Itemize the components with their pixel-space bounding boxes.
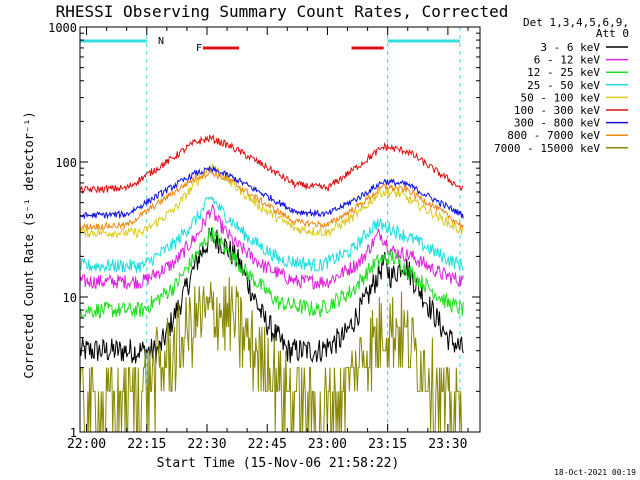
series-line-300-800-kev (79, 164, 464, 220)
y-tick-label: 1000 (48, 21, 77, 35)
series-line-3-6-kev (79, 227, 464, 364)
series-line-12-25-kev (79, 227, 464, 320)
legend-entry-label: 6 - 12 keV (534, 54, 601, 67)
legend-entry-label: 25 - 50 keV (527, 79, 600, 92)
series-line-800-7000-kev (79, 168, 464, 232)
series-lines (79, 134, 464, 433)
legend-entry-label: 7000 - 15000 keV (494, 142, 600, 155)
legend-entry-label: 50 - 100 keV (521, 91, 601, 104)
legend-entry-label: 3 - 6 keV (540, 41, 600, 54)
series-line-6-12-kev (79, 204, 464, 291)
y-tick-label: 100 (55, 156, 77, 170)
x-tick-label: 22:15 (127, 437, 166, 452)
x-axis: 22:00 22:15 22:30 22:45 23:00 23:15 23:30 (67, 27, 469, 452)
legend-entry-label: 800 - 7000 keV (507, 129, 600, 142)
night-flag-label: N (158, 36, 164, 47)
x-tick-label: 23:00 (308, 437, 347, 452)
flag-markers: N F (158, 36, 384, 54)
legend-header-line-2: Att 0 (596, 27, 629, 40)
y-axis: 1 10 100 1000 (48, 21, 480, 440)
x-tick-label: 22:00 (67, 437, 106, 452)
x-tick-label: 22:30 (187, 437, 226, 452)
flare-flag-label: F (196, 43, 202, 54)
y-axis-label: Corrected Count Rate (s⁻¹ detector⁻¹) (22, 111, 36, 378)
chart-title: RHESSI Observing Summary Count Rates, Co… (56, 2, 509, 21)
series-line-7000-15000-kev (79, 277, 464, 433)
x-tick-label: 22:45 (248, 437, 287, 452)
legend-entry-label: 300 - 800 keV (514, 117, 600, 130)
legend-entry-label: 12 - 25 keV (527, 66, 600, 79)
plot-frame (79, 26, 481, 433)
footer-timestamp: 18-Oct-2021 00:19 (554, 468, 636, 477)
x-tick-label: 23:15 (368, 437, 407, 452)
series-line-100-300-kev (79, 134, 464, 195)
series-line-25-50-kev (79, 195, 464, 274)
legend-entry-label: 100 - 300 keV (514, 104, 600, 117)
x-tick-label: 23:30 (428, 437, 467, 452)
y-tick-label: 1 (70, 426, 77, 440)
series-line-50-100-kev (79, 163, 464, 240)
legend-header-line-1: Det 1,3,4,5,6,9, (523, 16, 629, 29)
x-axis-label: Start Time (15-Nov-06 21:58:22) (157, 456, 400, 471)
y-tick-label: 10 (63, 291, 77, 305)
